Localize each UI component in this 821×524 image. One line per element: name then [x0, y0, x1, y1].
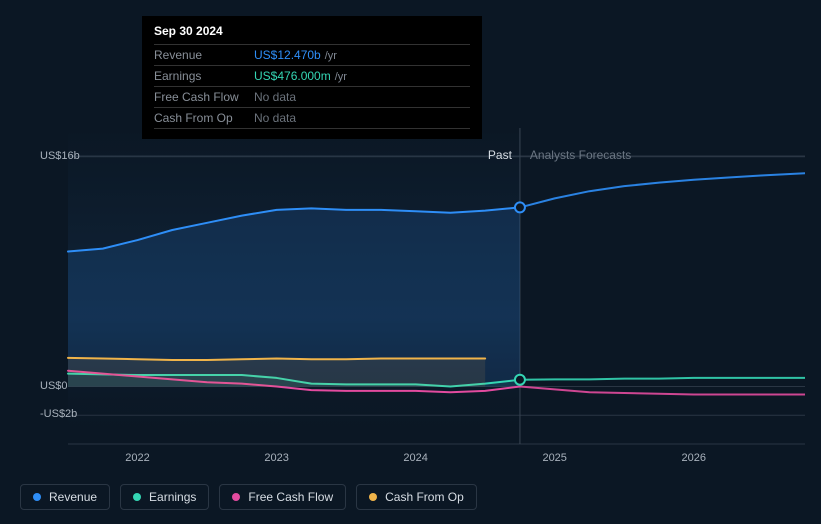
legend-dot-icon: [133, 493, 141, 501]
legend-item-cash_from_op[interactable]: Cash From Op: [356, 484, 477, 510]
tooltip-value: US$476.000m/yr: [254, 69, 347, 83]
legend: Revenue Earnings Free Cash Flow Cash From O…: [20, 484, 477, 510]
y-axis-label: US$16b: [40, 150, 80, 162]
y-axis-label: -US$2b: [40, 408, 77, 420]
legend-item-free_cash_flow[interactable]: Free Cash Flow: [219, 484, 346, 510]
x-axis-label: 2023: [264, 452, 288, 464]
legend-dot-icon: [232, 493, 240, 501]
tooltip-key: Cash From Op: [154, 111, 254, 125]
tooltip-row: RevenueUS$12.470b/yr: [154, 45, 470, 66]
x-axis-label: 2024: [403, 452, 427, 464]
x-axis-label: 2022: [125, 452, 149, 464]
chart-tooltip: Sep 30 2024 RevenueUS$12.470b/yrEarnings…: [142, 16, 482, 139]
forecast-label: Analysts Forecasts: [530, 148, 631, 162]
tooltip-value: No data: [254, 111, 296, 125]
tooltip-row: EarningsUS$476.000m/yr: [154, 66, 470, 87]
legend-item-earnings[interactable]: Earnings: [120, 484, 209, 510]
tooltip-key: Revenue: [154, 48, 254, 62]
y-axis-label: US$0: [40, 380, 68, 392]
tooltip-key: Earnings: [154, 69, 254, 83]
x-axis-label: 2025: [542, 452, 566, 464]
legend-label: Cash From Op: [385, 490, 464, 504]
past-label: Past: [488, 148, 512, 162]
tooltip-row: Free Cash FlowNo data: [154, 87, 470, 108]
x-axis-label: 2026: [682, 452, 706, 464]
legend-label: Free Cash Flow: [248, 490, 333, 504]
legend-label: Revenue: [49, 490, 97, 504]
tooltip-value: US$12.470b/yr: [254, 48, 337, 62]
legend-item-revenue[interactable]: Revenue: [20, 484, 110, 510]
tooltip-value: No data: [254, 90, 296, 104]
legend-label: Earnings: [149, 490, 196, 504]
legend-dot-icon: [369, 493, 377, 501]
tooltip-row: Cash From OpNo data: [154, 108, 470, 129]
tooltip-title: Sep 30 2024: [154, 24, 470, 45]
legend-dot-icon: [33, 493, 41, 501]
tooltip-key: Free Cash Flow: [154, 90, 254, 104]
